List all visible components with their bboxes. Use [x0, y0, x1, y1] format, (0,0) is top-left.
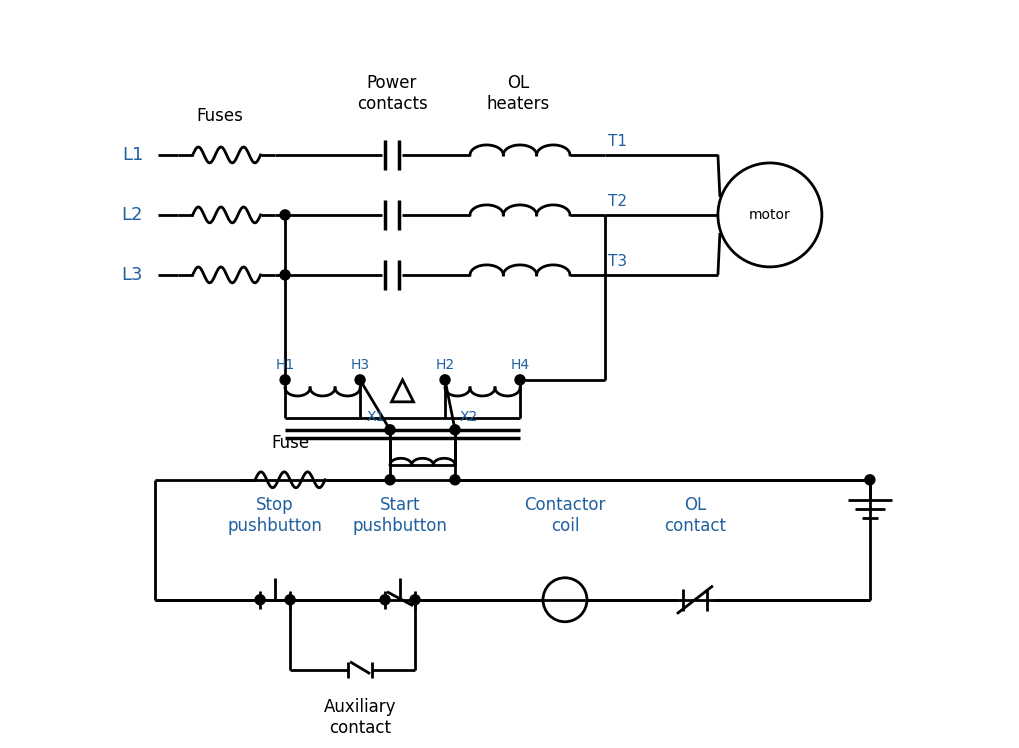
Text: H4: H4: [510, 358, 529, 372]
Circle shape: [439, 375, 449, 384]
Circle shape: [385, 425, 394, 435]
Circle shape: [280, 210, 289, 220]
Text: X1: X1: [366, 410, 385, 424]
Text: H1: H1: [275, 358, 294, 372]
Text: OL
contact: OL contact: [663, 496, 726, 535]
Text: Start
pushbutton: Start pushbutton: [353, 496, 447, 535]
Circle shape: [380, 595, 389, 604]
Text: X2: X2: [460, 410, 478, 424]
Circle shape: [280, 375, 289, 384]
Circle shape: [355, 375, 365, 384]
Text: motor: motor: [748, 208, 790, 222]
Text: Fuse: Fuse: [271, 434, 309, 452]
Text: Fuses: Fuses: [197, 107, 244, 125]
Text: Contactor
coil: Contactor coil: [524, 496, 605, 535]
Text: L3: L3: [121, 266, 143, 284]
Text: Power
contacts: Power contacts: [357, 74, 427, 113]
Circle shape: [515, 375, 525, 384]
Text: T1: T1: [607, 134, 627, 149]
Circle shape: [410, 595, 420, 604]
Text: T2: T2: [607, 194, 627, 209]
Text: H2: H2: [435, 358, 454, 372]
Text: L1: L1: [121, 146, 143, 164]
Text: Auxiliary
contact: Auxiliary contact: [323, 698, 396, 737]
Circle shape: [385, 475, 394, 485]
Text: H3: H3: [351, 358, 369, 372]
Circle shape: [864, 475, 874, 485]
Circle shape: [449, 425, 460, 435]
Text: L2: L2: [121, 206, 143, 224]
Circle shape: [280, 270, 289, 280]
Text: T3: T3: [607, 254, 627, 269]
Circle shape: [255, 595, 265, 604]
Text: Stop
pushbutton: Stop pushbutton: [227, 496, 322, 535]
Text: OL
heaters: OL heaters: [486, 74, 549, 113]
Circle shape: [285, 595, 294, 604]
Circle shape: [449, 475, 460, 485]
